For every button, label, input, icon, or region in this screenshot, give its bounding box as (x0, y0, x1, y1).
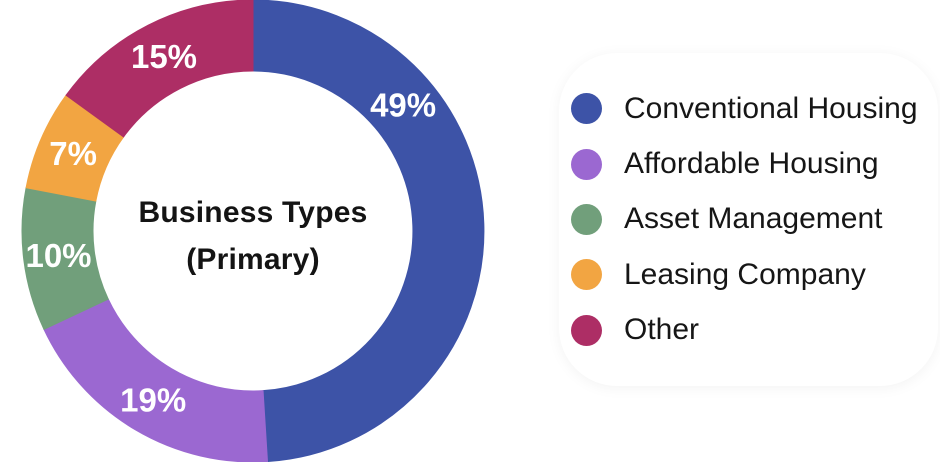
legend-color-dot-icon (571, 314, 602, 346)
legend-item: Affordable Housing (571, 137, 938, 192)
legend-item-label: Other (624, 313, 700, 347)
slice-pct-label: 15% (131, 38, 197, 75)
legend-color-dot-icon (571, 93, 602, 125)
slice-pct-label: 10% (25, 237, 91, 274)
legend-item-label: Affordable Housing (624, 147, 879, 181)
slice-conventional-housing (252, 0, 485, 462)
legend-color-dot-icon (571, 259, 602, 291)
legend-item: Other (571, 302, 938, 357)
legend-color-dot-icon (571, 203, 602, 235)
legend-item: Asset Management (571, 192, 938, 247)
slice-pct-label: 7% (49, 135, 97, 172)
chart-title: Business Types (Primary) (93, 189, 413, 283)
legend-color-dot-icon (571, 148, 602, 180)
legend-item-label: Leasing Company (624, 257, 866, 291)
slice-other (65, 0, 254, 138)
chart-title-line2: (Primary) (186, 243, 320, 276)
legend-item-label: Conventional Housing (624, 91, 918, 125)
slice-pct-label: 49% (370, 87, 436, 124)
donut-slice-labels: 49% 19% 10% 7% 15% (25, 38, 436, 418)
donut-slices (21, 0, 485, 462)
donut-chart: 49% 19% 10% 7% 15% (21, 0, 485, 462)
chart-title-line1: Business Types (138, 196, 368, 229)
legend-rows: Conventional Housing Affordable Housing … (571, 81, 938, 357)
slice-pct-label: 19% (120, 381, 186, 418)
legend-item: Leasing Company (571, 247, 938, 302)
legend-item-label: Asset Management (624, 202, 883, 236)
legend-item: Conventional Housing (571, 81, 938, 136)
legend-card: Conventional Housing Affordable Housing … (559, 53, 938, 386)
